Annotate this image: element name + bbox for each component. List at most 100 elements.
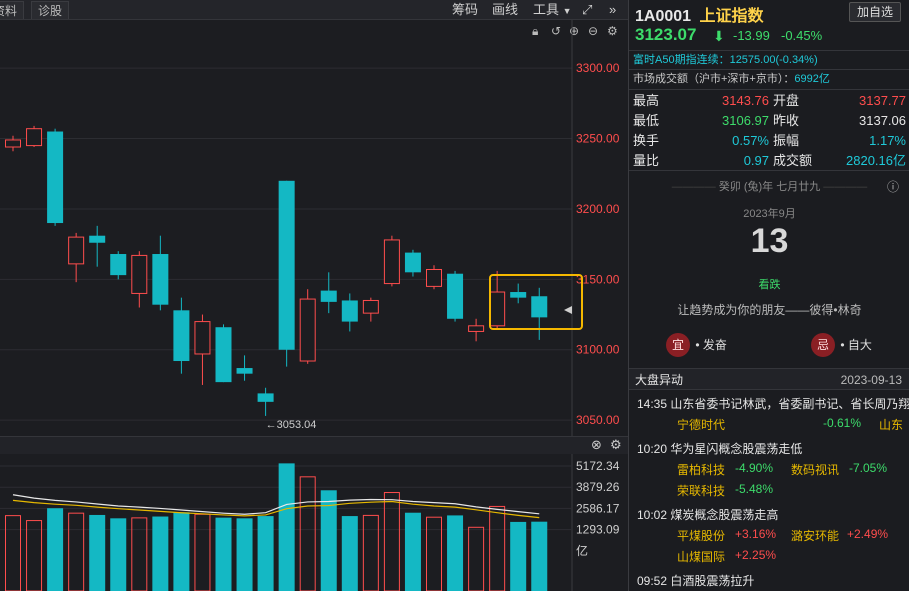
volume-bar[interactable] bbox=[236, 518, 253, 591]
volume-bar[interactable] bbox=[89, 514, 106, 591]
stock-tag[interactable]: 山东 bbox=[879, 418, 904, 432]
volume-bar[interactable] bbox=[47, 508, 64, 591]
candle[interactable] bbox=[426, 265, 442, 290]
add-watchlist-button[interactable]: 加自选 bbox=[849, 2, 901, 22]
candle[interactable] bbox=[510, 283, 527, 304]
volume-bar[interactable] bbox=[341, 516, 358, 591]
volume-bar[interactable] bbox=[131, 517, 148, 591]
volume-bar[interactable] bbox=[173, 512, 190, 591]
price-change: -13.99 bbox=[733, 28, 770, 43]
candle[interactable] bbox=[299, 289, 316, 364]
price-tick-label: 3100.00 bbox=[576, 343, 620, 357]
candle[interactable] bbox=[47, 128, 64, 226]
candle[interactable] bbox=[89, 225, 106, 267]
index-title: 1A0001 上证指数 bbox=[635, 2, 764, 26]
stock-change: +3.16% bbox=[735, 527, 777, 541]
news-item[interactable]: 10:02 煤炭概念股震荡走高 bbox=[637, 508, 779, 522]
candle[interactable] bbox=[447, 270, 464, 322]
volume-bar[interactable] bbox=[404, 512, 421, 591]
volume-bar[interactable] bbox=[383, 492, 400, 591]
tools-menu-button[interactable]: 工具 ▼ bbox=[533, 2, 572, 17]
volume-tick-label: 3879.26 bbox=[576, 480, 620, 494]
volume-bar[interactable] bbox=[362, 514, 379, 591]
zoom-in-icon[interactable]: ⊕ bbox=[569, 24, 580, 38]
volume-bar[interactable] bbox=[110, 518, 127, 591]
candle[interactable] bbox=[404, 249, 421, 277]
candle[interactable] bbox=[236, 355, 253, 381]
volume-bar[interactable] bbox=[26, 520, 43, 591]
candle[interactable] bbox=[173, 297, 190, 374]
tab-diagnose[interactable]: 诊股 bbox=[31, 1, 70, 19]
volume-tick-label: 1293.09 bbox=[576, 523, 620, 537]
volume-tick-label: 5172.34 bbox=[576, 459, 620, 473]
candle[interactable] bbox=[68, 232, 85, 283]
volume-bar[interactable] bbox=[299, 476, 316, 591]
news-date: 2023-09-13 bbox=[840, 373, 902, 387]
stock-change: -4.90% bbox=[735, 461, 774, 475]
volume-bar[interactable] bbox=[510, 521, 527, 591]
volume-bar[interactable] bbox=[489, 505, 506, 591]
volume-bar[interactable] bbox=[152, 516, 169, 591]
double-chevron-icon[interactable]: » bbox=[609, 2, 617, 17]
candle[interactable] bbox=[531, 287, 548, 340]
yi-badge: 宜 bbox=[666, 333, 690, 357]
news-item[interactable]: 14:35 山东省委书记林武，省委副书记、省长周乃翔 bbox=[637, 397, 909, 411]
stock-tag[interactable]: 山煤国际 bbox=[677, 550, 726, 564]
volume-bar[interactable] bbox=[68, 512, 85, 591]
close-icon[interactable]: ⊗ bbox=[591, 437, 602, 452]
lock-icon[interactable]: 🔒︎ bbox=[532, 24, 539, 38]
volume-bar[interactable] bbox=[426, 516, 442, 591]
candlestick-chart[interactable]: 3300.00 3250.00 3200.00 3150.00 3100.00 3050.… bbox=[0, 0, 628, 591]
candle[interactable] bbox=[215, 324, 232, 383]
candle[interactable] bbox=[362, 297, 379, 322]
volume-bar[interactable] bbox=[257, 516, 274, 591]
volume-bar[interactable] bbox=[531, 521, 548, 591]
candle[interactable] bbox=[320, 272, 337, 314]
zoom-out-icon[interactable]: ⊖ bbox=[588, 24, 599, 38]
volume-bar[interactable] bbox=[278, 463, 295, 591]
info-icon[interactable]: ⓘ bbox=[887, 180, 900, 194]
stock-tag[interactable]: 宁德时代 bbox=[677, 418, 726, 432]
volume-settings-icon[interactable]: ⚙ bbox=[610, 437, 622, 452]
candle[interactable] bbox=[383, 235, 400, 287]
undo-icon[interactable]: ↺ bbox=[551, 24, 562, 38]
ji-badge: 忌 bbox=[811, 333, 835, 357]
volume-bar[interactable] bbox=[320, 490, 337, 591]
kline-chart-area: 资料 诊股 筹码 画线 工具 ▼ ⤢ » 🔒︎ ↺ ⊕ ⊖ ⚙ 3300.003… bbox=[0, 0, 628, 591]
volume-bar[interactable] bbox=[5, 515, 21, 591]
news-item[interactable]: 10:20 华为星闪概念股震荡走低 bbox=[637, 442, 803, 456]
trend-label: 看跌 bbox=[758, 279, 781, 291]
stock-change: -7.05% bbox=[849, 461, 888, 475]
low-annotation: ←3053.04 bbox=[266, 419, 317, 431]
candle[interactable] bbox=[489, 270, 506, 329]
candle[interactable] bbox=[278, 180, 295, 367]
price-axis: 3300.00 3250.00 3200.00 3150.00 3100.00 3050.… bbox=[571, 20, 620, 591]
candle[interactable] bbox=[152, 235, 169, 311]
stock-tag[interactable]: 潞安环能 bbox=[791, 529, 840, 543]
tab-profile[interactable]: 资料 bbox=[0, 1, 25, 19]
volume-bar[interactable] bbox=[194, 513, 211, 591]
stock-tag[interactable]: 荣联科技 bbox=[677, 484, 726, 498]
stock-tag[interactable]: 平煤股份 bbox=[677, 529, 726, 543]
volume-bar[interactable] bbox=[468, 526, 485, 591]
price-tick-label: 3300.00 bbox=[576, 61, 620, 75]
draw-line-button[interactable]: 画线 bbox=[492, 2, 519, 17]
candle[interactable] bbox=[257, 387, 274, 416]
stock-tag[interactable]: 数码视讯 bbox=[791, 463, 840, 477]
candle[interactable] bbox=[194, 314, 211, 385]
calendar-month: 2023年9月 bbox=[743, 208, 796, 220]
ji-item: 忌 • 自大 bbox=[811, 333, 872, 357]
candle[interactable] bbox=[5, 135, 21, 152]
candle[interactable] bbox=[131, 251, 148, 308]
settings-icon[interactable]: ⚙ bbox=[607, 24, 618, 38]
candle[interactable] bbox=[468, 318, 485, 342]
stock-tag[interactable]: 雷柏科技 bbox=[677, 463, 726, 477]
candle[interactable] bbox=[110, 251, 127, 280]
volume-bar[interactable] bbox=[215, 517, 232, 591]
chips-button[interactable]: 筹码 bbox=[452, 2, 479, 17]
expand-icon[interactable]: ⤢ bbox=[582, 2, 593, 17]
news-item[interactable]: 09:52 白酒股震荡拉升 bbox=[637, 574, 755, 588]
candle[interactable] bbox=[341, 293, 358, 332]
candle[interactable] bbox=[26, 125, 43, 148]
volume-bar[interactable] bbox=[447, 515, 464, 591]
